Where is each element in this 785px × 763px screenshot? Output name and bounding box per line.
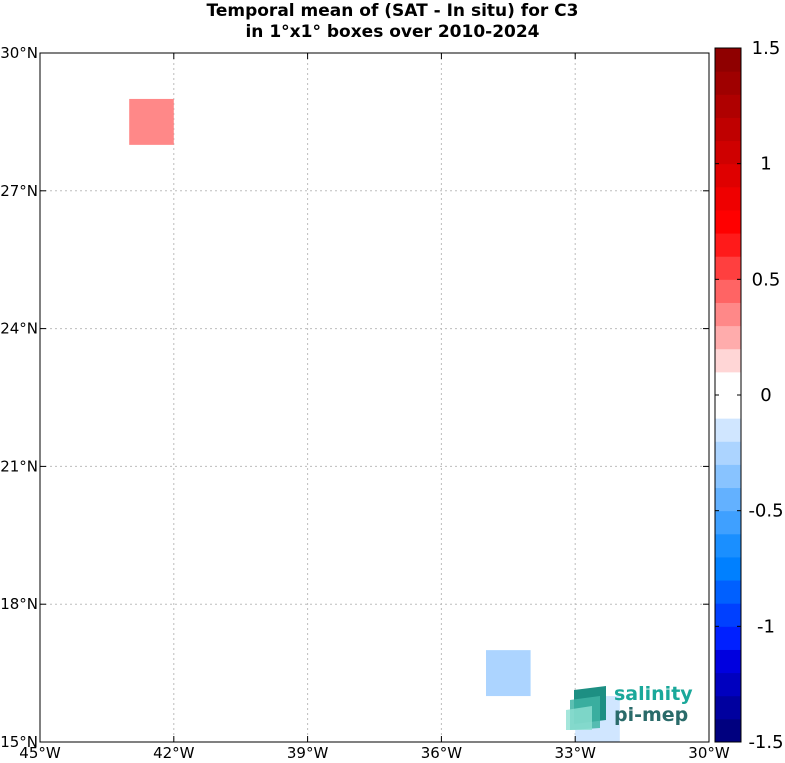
salinity-pimep-logo: salinity pi-mep <box>562 682 693 732</box>
colorbar-segment <box>715 48 741 72</box>
colorbar-segment <box>715 395 741 419</box>
colorbar-segment <box>715 94 741 118</box>
x-tick-label: 42°W <box>153 744 195 762</box>
x-tick-label: 39°W <box>287 744 329 762</box>
colorbar-tick-label: 0.5 <box>752 269 781 290</box>
colorbar-tick-label: 0 <box>760 385 771 406</box>
colorbar-segment <box>715 510 741 535</box>
x-tick-label: 30°W <box>688 744 730 762</box>
logo-text-salinity: salinity <box>614 683 693 705</box>
colorbar-segment <box>715 325 741 350</box>
wave-logo-icon <box>566 686 606 730</box>
colorbar-segment <box>715 603 741 627</box>
y-tick-label: 15°N <box>0 733 38 751</box>
y-tick-label: 30°N <box>0 44 38 62</box>
colorbar-tick-label: -1.5 <box>748 732 783 753</box>
colorbar-segment <box>715 533 741 558</box>
y-tick-label: 18°N <box>0 595 38 613</box>
colorbar-segment <box>715 556 741 581</box>
colorbar-tick-label: 1.5 <box>752 38 781 59</box>
colorbar-tick-label: 1 <box>760 154 771 175</box>
colorbar-segment <box>715 580 741 604</box>
colorbar-tick-label: -1 <box>757 616 775 637</box>
colorbar-segment <box>715 117 741 142</box>
colorbar-segment <box>715 487 741 512</box>
colorbar-segment <box>715 418 741 442</box>
colorbar-segment <box>715 256 741 280</box>
chart-title-line-2: in 1°x1° boxes over 2010-2024 <box>245 22 540 42</box>
colorbar-segment <box>715 371 741 396</box>
colorbar-segment <box>715 163 741 188</box>
plot-frame <box>39 52 710 743</box>
colorbar-segment <box>715 649 741 674</box>
colorbar-tick-label: -0.5 <box>748 501 783 522</box>
y-tick-label: 21°N <box>0 457 38 475</box>
colorbar-segment <box>715 348 741 373</box>
colorbar-segment <box>715 695 741 720</box>
colorbar-segment <box>715 302 741 327</box>
colorbar-segment <box>715 71 741 95</box>
x-tick-label: 36°W <box>421 744 463 762</box>
colorbar-segment <box>715 626 741 650</box>
data-cell <box>129 98 174 145</box>
colorbar-segment <box>715 209 741 234</box>
colorbar-segment <box>715 672 741 697</box>
y-tick-label: 27°N <box>0 182 38 200</box>
colorbar-segment <box>715 718 741 743</box>
colorbar-segment <box>715 233 741 257</box>
logo-text-pimep: pi-mep <box>614 704 689 726</box>
colorbar-segment <box>715 464 741 489</box>
colorbar-segment <box>715 279 741 303</box>
x-tick-label: 45°W <box>19 744 61 762</box>
x-tick-label: 33°W <box>554 744 596 762</box>
data-cell <box>486 650 531 697</box>
colorbar-segment <box>715 186 741 211</box>
colorbar-segment <box>715 140 741 165</box>
chart-title-line-1: Temporal mean of (SAT - In situ) for C3 <box>206 1 579 21</box>
colorbar-segment <box>715 441 741 465</box>
y-tick-label: 24°N <box>0 320 38 338</box>
